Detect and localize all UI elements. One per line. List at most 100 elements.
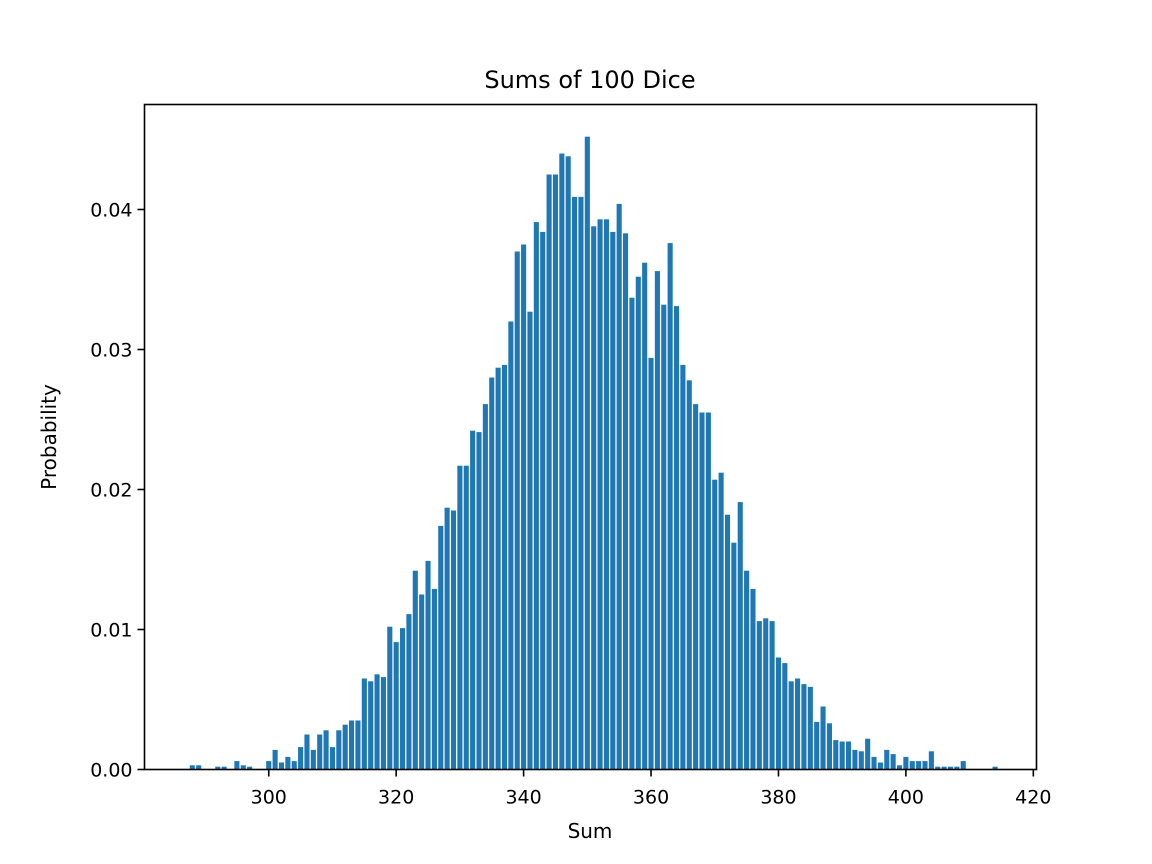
bar-sum-390 [839, 741, 845, 770]
bar-sum-375 [744, 570, 750, 770]
bar-sum-301 [272, 749, 278, 770]
bar-sum-353 [603, 219, 609, 770]
x-tick-label: 400 [888, 787, 924, 809]
y-tick-label: 0.00 [90, 760, 132, 782]
bar-sum-389 [833, 740, 839, 770]
bar-sum-336 [495, 367, 501, 770]
bar-sum-307 [310, 749, 316, 770]
bar-sum-386 [814, 721, 820, 770]
bar-sum-395 [871, 756, 877, 770]
bar-sum-354 [610, 231, 616, 770]
bar-sum-363 [667, 243, 673, 770]
x-tick-label: 340 [505, 787, 541, 809]
bar-sum-297 [247, 766, 253, 770]
bar-sum-328 [444, 507, 450, 770]
bar-sum-381 [782, 663, 788, 770]
bar-sum-312 [342, 724, 348, 770]
bar-sum-394 [865, 738, 871, 770]
bar-sum-397 [884, 749, 890, 770]
bar-sum-401 [909, 761, 915, 770]
chart-title: Sums of 100 Dice [484, 66, 695, 94]
bar-sum-370 [712, 479, 718, 770]
bar-sum-325 [425, 560, 431, 770]
bar-sum-365 [680, 364, 686, 770]
bar-sum-304 [291, 761, 297, 770]
bar-sum-331 [463, 465, 469, 770]
bar-sum-296 [240, 765, 246, 770]
bar-sum-310 [329, 747, 336, 770]
bar-sum-314 [355, 720, 361, 770]
bar-sum-409 [960, 761, 966, 770]
bar-sum-349 [578, 196, 584, 770]
bar-sum-403 [922, 761, 928, 770]
bar-sum-319 [387, 626, 393, 770]
bar-sum-330 [457, 465, 463, 770]
bar-sum-360 [648, 357, 654, 770]
bar-sum-366 [686, 380, 692, 770]
bar-sum-385 [807, 686, 813, 770]
bar-sum-373 [731, 542, 737, 770]
x-axis-label: Sum [568, 819, 613, 843]
bar-sum-379 [769, 621, 775, 770]
bar-sum-316 [368, 681, 374, 770]
bar-sum-378 [763, 618, 769, 770]
bar-sum-355 [616, 203, 622, 770]
bar-sum-342 [533, 222, 539, 770]
bar-sum-398 [890, 754, 896, 770]
bar-sum-369 [705, 412, 711, 770]
bar-sum-399 [896, 765, 903, 770]
bar-sum-315 [361, 678, 367, 770]
bar-sum-326 [431, 588, 437, 770]
bar-sum-327 [438, 525, 444, 770]
bar-sum-311 [336, 730, 342, 770]
x-tick-label: 320 [378, 787, 414, 809]
bar-sum-407 [947, 766, 954, 770]
bar-sum-344 [546, 174, 552, 770]
bar-sum-288 [189, 765, 195, 770]
plot-frame [143, 103, 1038, 771]
bar-sum-388 [826, 723, 832, 770]
bar-sum-289 [196, 765, 202, 770]
bar-sum-321 [399, 628, 406, 770]
x-tick-label: 420 [1015, 787, 1051, 809]
bar-sum-329 [450, 510, 457, 770]
bar-sum-396 [877, 762, 883, 770]
bar-sum-387 [820, 706, 826, 770]
bar-sum-392 [852, 749, 858, 770]
bar-sum-404 [928, 751, 934, 770]
bar-sum-356 [622, 233, 629, 770]
bar-sum-391 [845, 741, 852, 770]
y-tick-label: 0.01 [90, 620, 132, 642]
bar-sum-324 [419, 594, 425, 770]
bar-sum-383 [795, 678, 801, 770]
x-tick-label: 380 [760, 787, 796, 809]
bar-sum-357 [629, 297, 635, 770]
bar-sum-300 [266, 761, 272, 770]
bar-sum-320 [393, 642, 399, 770]
x-axis-ticks: 300 320 340 360 380 400 420 [251, 769, 1051, 809]
bar-sum-405 [935, 766, 941, 770]
bar-sum-338 [508, 321, 514, 770]
bar-sum-343 [540, 231, 546, 770]
y-axis-label: Probability [37, 384, 61, 490]
bar-sum-317 [374, 674, 380, 770]
bar-sum-292 [215, 766, 221, 770]
bar-sum-364 [673, 306, 680, 770]
bar-sum-302 [278, 762, 285, 770]
bar-sum-313 [349, 720, 355, 770]
bar-sum-352 [597, 219, 603, 770]
bar-sum-351 [591, 226, 597, 770]
bar-sum-322 [406, 614, 412, 770]
bar-sum-408 [954, 766, 960, 770]
bar-sum-309 [323, 730, 329, 770]
bar-sum-303 [285, 756, 291, 770]
bar-sum-334 [482, 404, 488, 770]
bar-sum-293 [221, 766, 227, 770]
y-axis-ticks: 0.00 0.01 0.02 0.03 0.04 [90, 200, 145, 782]
bar-sum-346 [559, 153, 565, 770]
x-tick-label: 360 [633, 787, 669, 809]
x-tick-label: 300 [251, 787, 287, 809]
bar-sum-374 [737, 502, 743, 770]
